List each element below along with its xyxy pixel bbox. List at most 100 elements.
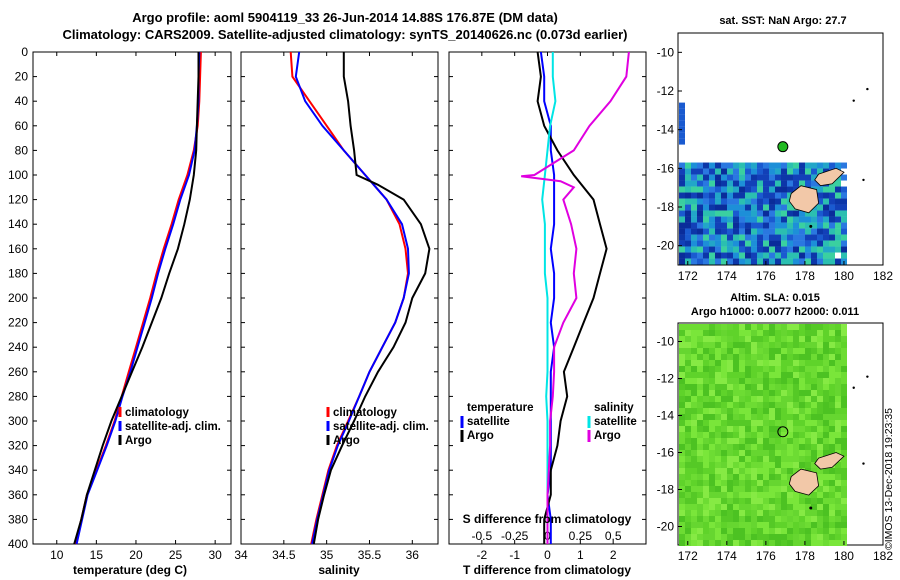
sst-cell <box>721 192 727 199</box>
sla-cell <box>721 348 727 354</box>
sla-cell <box>709 360 715 366</box>
sla-cell <box>751 522 757 528</box>
sla-cell <box>805 348 811 354</box>
sst-cell <box>799 180 805 187</box>
sla-cell <box>721 408 727 414</box>
sla-cell <box>745 348 751 354</box>
sst-cell <box>691 204 697 211</box>
sst-cell <box>727 222 733 229</box>
salinity-lines <box>289 51 431 545</box>
difference-lines <box>521 51 630 544</box>
sla-cell <box>763 438 769 444</box>
sla-cell <box>733 462 739 468</box>
sst-cell <box>805 240 811 247</box>
sla-cell <box>835 336 841 342</box>
legend-satellite: satellite-adj. clim. <box>125 421 221 433</box>
sst-cell <box>745 180 751 187</box>
sst-cell <box>817 210 823 217</box>
sla-cell <box>787 366 793 372</box>
sla-cell <box>805 360 811 366</box>
sst-cell <box>745 228 751 235</box>
sst-cell <box>727 204 733 211</box>
sla-cell <box>757 384 763 390</box>
sla-cell <box>679 456 685 462</box>
sla-cell <box>721 534 727 540</box>
sst-cell <box>739 210 745 217</box>
sla-cell <box>727 366 733 372</box>
sla-cell <box>691 426 697 432</box>
sst-cell <box>829 258 835 265</box>
sst-cell <box>829 222 835 229</box>
sla-cell <box>787 486 793 492</box>
sla-cell <box>793 360 799 366</box>
sst-cell <box>823 228 829 235</box>
sst-cell <box>841 210 847 217</box>
sla-cell <box>781 342 787 348</box>
sst-cell <box>769 216 775 223</box>
sla-cell <box>745 426 751 432</box>
sla-cell <box>787 336 793 342</box>
sst-cell <box>679 228 685 235</box>
sst-cell <box>685 240 691 247</box>
sla-cell <box>709 492 715 498</box>
sla-cell <box>745 390 751 396</box>
sla-cell <box>787 324 793 330</box>
sla-cell <box>841 402 847 408</box>
sla-cell <box>811 528 817 534</box>
sst-cell <box>751 234 757 241</box>
sla-cell <box>793 450 799 456</box>
sla-cell <box>685 336 691 342</box>
sla-cell <box>739 426 745 432</box>
island <box>814 167 845 187</box>
sla-cell <box>799 402 805 408</box>
title-line-2: Climatology: CARS2009. Satellite-adjuste… <box>63 27 628 42</box>
sst-cell <box>823 204 829 211</box>
sla-cell <box>739 420 745 426</box>
sla-cell <box>727 396 733 402</box>
sst-cell <box>691 246 697 253</box>
sla-cell <box>733 450 739 456</box>
sla-cell <box>697 402 703 408</box>
sst-cell <box>703 192 709 199</box>
sla-cell <box>763 510 769 516</box>
depth-tick-label: 100 <box>8 168 28 182</box>
depth-tick-label: 60 <box>15 119 29 133</box>
s-tick-label: 0.25 <box>569 529 593 543</box>
sla-cell <box>733 384 739 390</box>
sla-cell <box>829 486 835 492</box>
sst-cell <box>769 258 775 265</box>
sla-cell <box>775 354 781 360</box>
sla-cell <box>679 414 685 420</box>
sla-cell <box>805 396 811 402</box>
sst-cell <box>739 252 745 259</box>
sst-cell <box>811 216 817 223</box>
sla-cell <box>823 324 829 330</box>
sla-cell <box>793 414 799 420</box>
sla-cell <box>721 336 727 342</box>
sla-cell <box>757 396 763 402</box>
sla-cell <box>733 342 739 348</box>
sla-cell <box>769 360 775 366</box>
sla-cell <box>841 456 847 462</box>
sst-cell <box>781 210 787 217</box>
sla-cell <box>745 342 751 348</box>
sla-cell <box>703 444 709 450</box>
sla-cell <box>679 408 685 414</box>
sst-cell <box>691 216 697 223</box>
sla-cell <box>841 372 847 378</box>
sla-cell <box>817 534 823 540</box>
sla-cell <box>679 480 685 486</box>
sla-cell <box>715 480 721 486</box>
sla-cell <box>799 498 805 504</box>
sla-cell <box>823 486 829 492</box>
sla-cell <box>829 474 835 480</box>
x-tick-label: 35 <box>320 548 334 562</box>
sla-cell <box>757 528 763 534</box>
sla-cell <box>811 408 817 414</box>
sst-cell <box>679 252 685 259</box>
sla-cell <box>817 420 823 426</box>
sla-cell <box>739 366 745 372</box>
sla-cell <box>835 540 841 546</box>
sst-cell <box>733 162 739 169</box>
sla-cell <box>805 354 811 360</box>
